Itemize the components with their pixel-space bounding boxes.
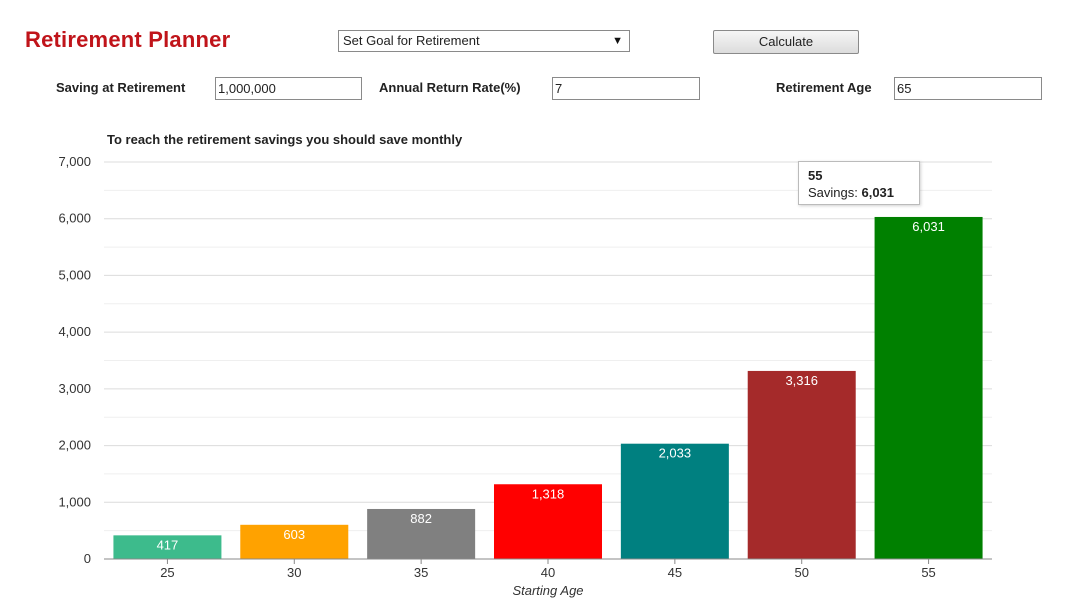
chart-title: To reach the retirement savings you shou… (107, 132, 463, 147)
bar-tooltip: 55 Savings: 6,031 (798, 161, 920, 205)
bar-45[interactable] (620, 443, 729, 559)
y-axis-ticks: 0 1,000 2,000 3,000 4,000 5,000 6,000 7,000 (58, 154, 91, 566)
y-tick-label: 0 (84, 551, 91, 566)
y-tick-label: 1,000 (58, 494, 91, 509)
bar-value-label: 6,031 (912, 219, 945, 234)
retirement-age-input[interactable] (894, 77, 1042, 100)
tooltip-category: 55 (808, 168, 823, 183)
y-tick-label: 6,000 (58, 211, 91, 226)
bar-25[interactable] (113, 535, 222, 559)
tooltip-value: 6,031 (861, 185, 895, 200)
goal-select-value: Set Goal for Retirement (343, 33, 480, 48)
bar-value-label: 1,318 (532, 486, 565, 501)
saving-at-retirement-input[interactable] (215, 77, 362, 100)
bar-35[interactable] (367, 508, 476, 559)
bar-50[interactable] (747, 370, 856, 559)
y-tick-label: 4,000 (58, 324, 91, 339)
x-tick-label: 40 (541, 565, 555, 580)
tooltip-prefix: Savings: (808, 185, 862, 200)
x-tick-label: 25 (160, 565, 174, 580)
app-title: Retirement Planner (25, 27, 231, 52)
bar-value-label: 3,316 (785, 373, 818, 388)
bar-30[interactable] (240, 524, 349, 559)
bar-value-label: 603 (283, 527, 305, 542)
saving-at-retirement-label: Saving at Retirement (56, 80, 186, 95)
y-tick-label: 3,000 (58, 381, 91, 396)
annual-return-rate-input[interactable] (552, 77, 700, 100)
bar-value-label: 417 (157, 537, 179, 552)
bar-value-label: 2,033 (659, 446, 692, 461)
goal-select[interactable]: Set Goal for Retirement ▼ (338, 30, 630, 52)
chart-gridlines (104, 161, 992, 532)
retirement-age-label: Retirement Age (776, 80, 872, 95)
dropdown-arrow-icon[interactable]: ▼ (612, 35, 623, 47)
x-tick-label: 45 (668, 565, 682, 580)
y-tick-label: 2,000 (58, 438, 91, 453)
bar-value-label: 882 (410, 511, 432, 526)
bar-40[interactable] (494, 484, 602, 559)
calculate-button[interactable]: Calculate (713, 30, 859, 54)
x-tick-label: 50 (794, 565, 808, 580)
annual-return-rate-label: Annual Return Rate(%) (379, 80, 521, 95)
x-axis-title: Starting Age (512, 583, 583, 598)
x-tick-label: 30 (287, 565, 301, 580)
x-tick-label: 35 (414, 565, 428, 580)
tooltip-line: Savings: 6,031 (808, 184, 919, 201)
x-axis-ticks: 25 30 35 40 45 50 55 (160, 559, 936, 580)
bar-55[interactable] (874, 216, 983, 559)
y-tick-label: 5,000 (58, 267, 91, 282)
x-tick-label: 55 (921, 565, 935, 580)
chart-bars: 417 603 882 1,318 2,033 3,316 6,031 (113, 216, 983, 559)
y-tick-label: 7,000 (58, 154, 91, 169)
